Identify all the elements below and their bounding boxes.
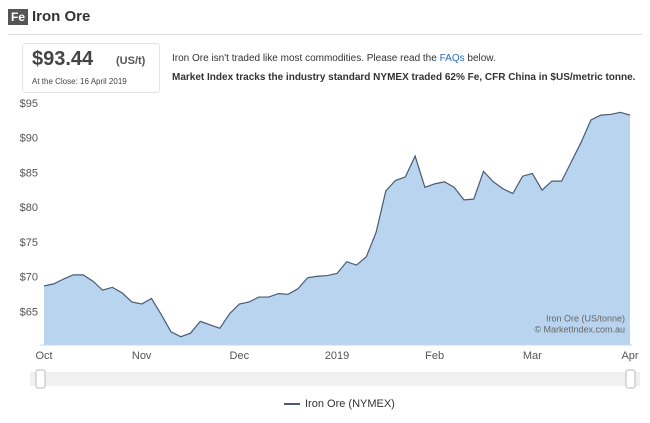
divider (8, 34, 642, 35)
x-tick-label: Nov (132, 350, 152, 362)
y-tick-label: $95 (20, 98, 38, 110)
y-tick-label: $80 (20, 202, 38, 214)
x-tick-label: 2019 (325, 350, 349, 362)
x-tick-label: Apr (621, 350, 638, 362)
legend-label[interactable]: Iron Ore (NYMEX) (305, 398, 395, 410)
faq-link[interactable]: FAQs (439, 53, 465, 64)
x-tick-label: Dec (230, 350, 250, 362)
y-tick-label: $65 (20, 306, 38, 318)
credit: Iron Ore (US/tonne) (546, 313, 625, 323)
price: $93.44 (32, 48, 94, 70)
navigator-handle[interactable] (35, 369, 46, 389)
y-tick-label: $70 (20, 272, 38, 284)
y-tick-label: $90 (20, 133, 38, 145)
y-tick-label: $85 (20, 167, 38, 179)
tracking-note: Market Index tracks the industry standar… (172, 72, 636, 83)
notice: Iron Ore isn't traded like most commodit… (172, 53, 496, 64)
credit: © MarketIndex.com.au (534, 324, 625, 334)
navigator-track[interactable] (30, 372, 640, 386)
x-tick-label: Mar (523, 350, 542, 362)
area (44, 112, 630, 346)
x-tick-label: Feb (425, 350, 444, 362)
badge: Fe (8, 8, 29, 25)
header: Fe Iron Ore (8, 8, 90, 25)
y-tick-label: $75 (20, 237, 38, 249)
close-date: At the Close: 16 April 2019 (32, 77, 127, 86)
notice-text: below. (464, 53, 496, 64)
quote-box: $93.44 (US/t) At the Close: 16 April 201… (22, 43, 160, 93)
navigator-handle[interactable] (625, 369, 636, 389)
notice-text: Iron Ore isn't traded like most commodit… (172, 53, 440, 64)
price-unit: (US/t) (116, 55, 146, 67)
x-tick-label: Oct (35, 350, 52, 362)
line (43, 111, 631, 338)
page-title: Iron Ore (32, 8, 91, 25)
